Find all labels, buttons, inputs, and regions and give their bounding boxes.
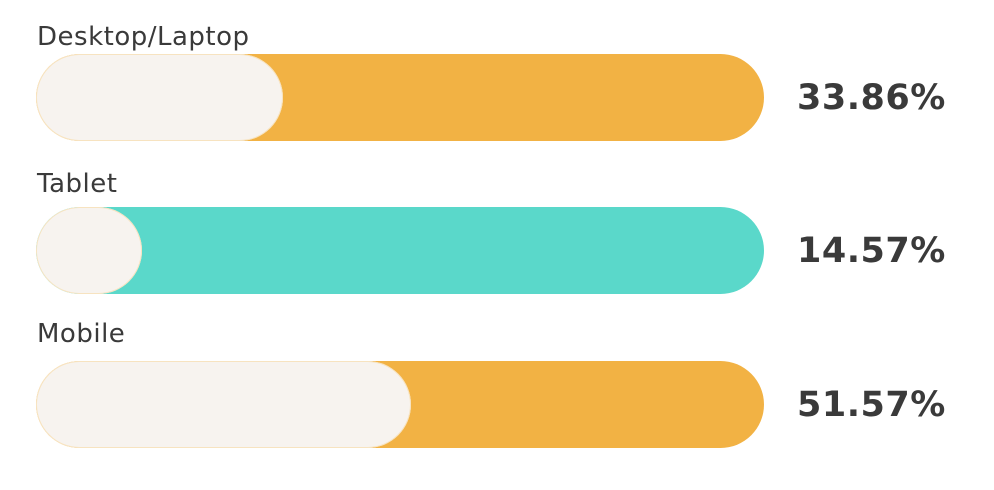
bar-fill: [36, 207, 143, 294]
category-label: Desktop/Laptop: [37, 22, 250, 52]
category-label: Tablet: [37, 169, 118, 199]
category-label: Mobile: [37, 319, 126, 349]
value-label: 33.86%: [797, 78, 946, 118]
bar-fill: [36, 54, 283, 141]
value-label: 51.57%: [797, 385, 946, 425]
value-label: 14.57%: [797, 231, 946, 271]
bar-track: [36, 54, 764, 141]
bar-fill: [36, 361, 412, 448]
bar-track: [36, 361, 764, 448]
bar-track: [36, 207, 764, 294]
